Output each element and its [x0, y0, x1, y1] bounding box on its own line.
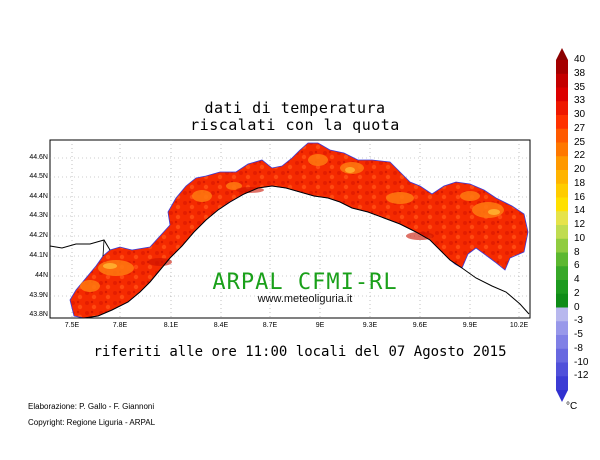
lat-tick: 44.6N — [29, 154, 48, 161]
lon-tick: 9.9E — [462, 322, 478, 329]
credit-elaboration: Elaborazione: P. Gallo - F. Giannoni — [28, 402, 155, 411]
lat-tick: 43.9N — [29, 292, 48, 299]
lon-tick: 8.1E — [163, 322, 179, 329]
lat-tick: 44.3N — [29, 212, 48, 219]
watermark-main: ARPAL CFMI-RL — [212, 270, 398, 295]
colorbar-swatch — [556, 321, 568, 336]
lon-tick: 10.2E — [509, 322, 529, 329]
lat-tick: 44N — [35, 272, 48, 279]
colorbar-label: 16 — [574, 191, 586, 203]
lat-tick: 44.1N — [29, 252, 48, 259]
colorbar-swatch — [556, 238, 568, 253]
colorbar-arrow-bottom — [556, 390, 568, 402]
colorbar-label: 2 — [574, 287, 580, 299]
colorbar-label: -12 — [574, 370, 589, 382]
colorbar-label: 18 — [574, 177, 586, 189]
colorbar-swatch — [556, 142, 568, 157]
colorbar-label: 30 — [574, 109, 586, 120]
colorbar-swatch — [556, 307, 568, 322]
colorbar-swatch — [556, 60, 568, 75]
colorbar-swatch — [556, 376, 568, 391]
map-subtitle: riferiti alle ore 11:00 locali del 07 Ag… — [93, 344, 507, 360]
colorbar-label: -10 — [574, 356, 589, 368]
colorbar-label: 14 — [574, 205, 586, 217]
colorbar-label: 25 — [574, 136, 586, 148]
colorbar-swatch — [556, 115, 568, 130]
lon-tick: 7.5E — [64, 322, 80, 329]
colorbar-label: 12 — [574, 219, 586, 230]
lon-tick: 9.6E — [412, 322, 428, 329]
colorbar-label: 40 — [574, 54, 586, 65]
colorbar-swatch — [556, 156, 568, 171]
map-title-line1: dati di temperatura — [204, 99, 386, 117]
credit-copyright: Copyright: Regione Liguria - ARPAL — [28, 418, 156, 427]
lon-tick: 9.3E — [362, 322, 378, 329]
colorbar-swatch — [556, 252, 568, 267]
colorbar-label: 22 — [574, 150, 586, 162]
colorbar-swatch — [556, 183, 568, 198]
lat-tick: 44.2N — [29, 232, 48, 239]
colorbar-label: 35 — [574, 81, 586, 93]
lat-tick: 43.8N — [29, 311, 48, 318]
colorbar-swatch — [556, 128, 568, 143]
colorbar — [556, 48, 568, 402]
colorbar-label: 33 — [574, 95, 586, 107]
watermark-site: www.meteoliguria.it — [257, 293, 353, 305]
colorbar-swatch — [556, 335, 568, 350]
lon-tick: 8.7E — [262, 322, 278, 329]
border-line — [49, 239, 111, 251]
colorbar-label: 6 — [574, 260, 580, 272]
colorbar-label: 0 — [574, 301, 580, 313]
lon-tick: 9E — [315, 322, 325, 329]
colorbar-swatch — [556, 197, 568, 212]
lon-tick: 7.8E — [112, 322, 128, 329]
colorbar-label: 20 — [574, 164, 586, 175]
colorbar-swatch — [556, 225, 568, 240]
colorbar-swatch — [556, 293, 568, 308]
colorbar-label: 38 — [574, 67, 586, 79]
colorbar-unit: °C — [566, 401, 578, 412]
colorbar-arrow-top — [556, 48, 568, 60]
colorbar-swatch — [556, 211, 568, 226]
colorbar-label: 27 — [574, 122, 586, 134]
colorbar-label: -8 — [574, 342, 583, 354]
lat-tick: 44.5N — [29, 173, 48, 180]
colorbar-swatch — [556, 73, 568, 88]
colorbar-label: 10 — [574, 232, 586, 244]
colorbar-label: 8 — [574, 246, 580, 258]
colorbar-label: -5 — [574, 329, 583, 340]
colorbar-swatch — [556, 348, 568, 363]
map-title-line2: riscalati con la quota — [190, 116, 400, 134]
colorbar-swatch — [556, 87, 568, 102]
colorbar-swatch — [556, 170, 568, 185]
lat-tick: 44.4N — [29, 193, 48, 200]
colorbar-label: 4 — [574, 274, 580, 285]
lon-tick: 8.4E — [213, 322, 229, 329]
colorbar-label: -3 — [574, 315, 583, 327]
colorbar-swatch — [556, 280, 568, 295]
coastline — [74, 185, 530, 319]
colorbar-swatch — [556, 266, 568, 281]
colorbar-swatch — [556, 362, 568, 377]
colorbar-swatch — [556, 101, 568, 116]
